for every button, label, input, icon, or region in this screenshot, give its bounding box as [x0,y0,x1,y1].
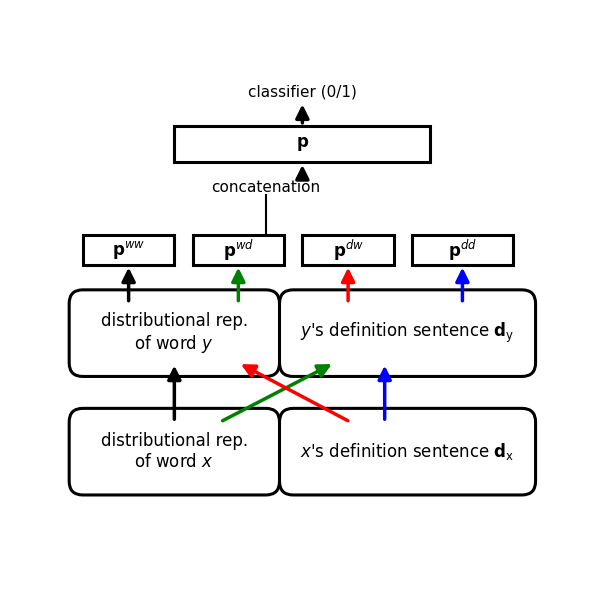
FancyBboxPatch shape [280,408,536,495]
FancyBboxPatch shape [69,408,280,495]
FancyBboxPatch shape [175,126,431,162]
Text: $\mathbf{p}^{wd}$: $\mathbf{p}^{wd}$ [223,237,254,263]
Text: $\mathbf{p}^{dw}$: $\mathbf{p}^{dw}$ [333,237,363,263]
Text: $\mathbf{p}^{dd}$: $\mathbf{p}^{dd}$ [448,237,477,263]
FancyBboxPatch shape [69,290,280,377]
Text: concatenation: concatenation [211,180,320,195]
FancyBboxPatch shape [192,235,284,265]
FancyBboxPatch shape [412,235,513,265]
Text: distributional rep.
of word $\mathit{x}$: distributional rep. of word $\mathit{x}$ [101,432,248,471]
FancyBboxPatch shape [280,290,536,377]
FancyBboxPatch shape [302,235,394,265]
Text: $\mathbf{p}^{ww}$: $\mathbf{p}^{ww}$ [112,239,145,261]
Text: $\mathit{x}$'s definition sentence $\mathbf{d}_{\mathrm{x}}$: $\mathit{x}$'s definition sentence $\mat… [300,441,514,462]
Text: $\mathit{y}$'s definition sentence $\mathbf{d}_{\mathrm{y}}$: $\mathit{y}$'s definition sentence $\mat… [300,321,514,345]
FancyBboxPatch shape [83,235,175,265]
Text: distributional rep.
of word $\mathit{y}$: distributional rep. of word $\mathit{y}$ [101,311,248,355]
Text: classifier (0/1): classifier (0/1) [248,84,357,99]
Text: $\mathbf{p}$: $\mathbf{p}$ [296,135,309,153]
